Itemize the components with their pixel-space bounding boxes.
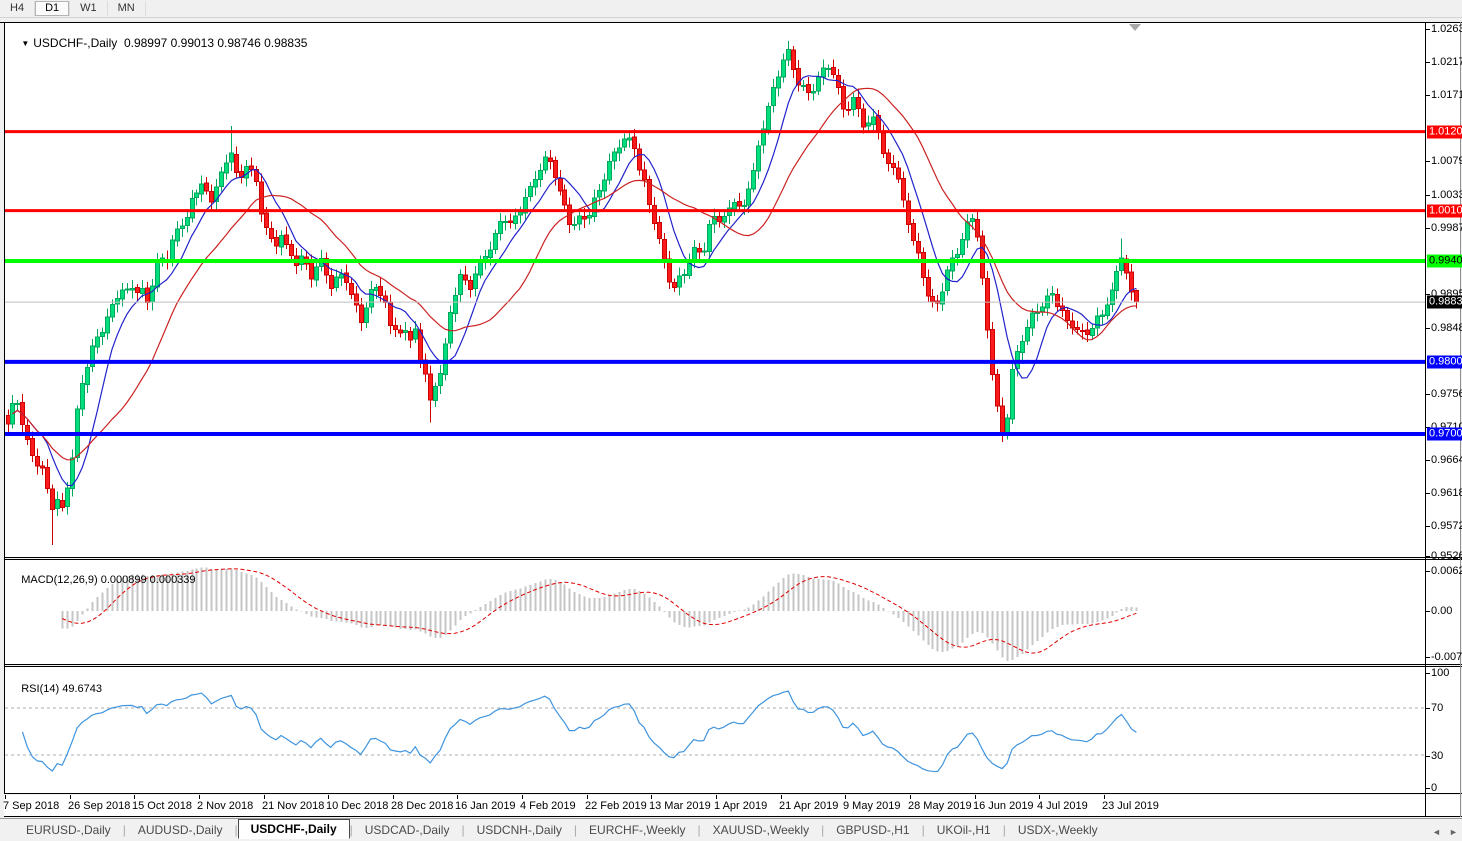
tab-separator: | [122, 823, 126, 837]
tab-separator: | [1002, 823, 1006, 837]
price-level-label: 1.01205 [1427, 125, 1462, 139]
rsi-axis-label: 100 [1431, 667, 1450, 679]
price-axis-label: 1.00790 [1431, 155, 1462, 167]
tab-eurusd-daily[interactable]: EURUSD-,Daily [26, 823, 111, 837]
date-axis-label: 4 Feb 2019 [520, 800, 576, 812]
tab-scroll-left-icon[interactable]: ◄ [1432, 827, 1441, 837]
date-axis-label: 7 Sep 2018 [3, 800, 60, 812]
date-axis-label: 4 Jul 2019 [1037, 800, 1088, 812]
date-axis-label: 28 Dec 2018 [391, 800, 454, 812]
tab-separator: | [573, 823, 578, 837]
current-price-label: 0.98835 [1427, 295, 1462, 309]
tab-separator: | [461, 823, 465, 837]
date-axis-label: 1 Apr 2019 [714, 800, 768, 812]
date-axis-label: 21 Apr 2019 [779, 800, 839, 812]
tab-ukoil-h1[interactable]: UKOil-,H1 [936, 823, 991, 837]
tab-eurchf-weekly[interactable]: EURCHF-,Weekly [589, 823, 686, 837]
tab-separator: | [921, 823, 925, 837]
tab-gbpusd-h1[interactable]: GBPUSD-,H1 [836, 823, 910, 837]
tab-usdcad-daily[interactable]: USDCAD-,Daily [364, 823, 450, 837]
price-level-label: 0.97001 [1427, 427, 1462, 441]
rsi-axis-label: 30 [1431, 750, 1444, 762]
date-axis-label: 9 May 2019 [843, 800, 901, 812]
tab-scroll-right-icon[interactable]: ► [1449, 827, 1458, 837]
date-axis-label: 2 Nov 2018 [197, 800, 254, 812]
timeframe-button-mn[interactable]: MN [108, 1, 146, 16]
timeframe-button-d1[interactable]: D1 [35, 1, 71, 16]
tab-audusd-daily[interactable]: AUDUSD-,Daily [137, 823, 223, 837]
price-level-label: 1.00106 [1427, 204, 1462, 218]
macd-values: 0.000899 0.000339 [100, 574, 196, 586]
rsi-axis-label: 70 [1431, 702, 1444, 714]
date-axis-label: 16 Jun 2019 [973, 800, 1034, 812]
date-axis-label: 15 Oct 2018 [132, 800, 192, 812]
timeframe-button-h4[interactable]: H4 [0, 1, 36, 16]
macd-indicator-label: MACD(12,26,9) 0.000899 0.000339 [21, 574, 196, 586]
macd-axis-label: -0.00762 [1431, 651, 1462, 663]
chart-shift-marker-icon[interactable] [1129, 24, 1141, 31]
tab-usdcnh-daily[interactable]: USDCNH-,Daily [476, 823, 562, 837]
date-axis[interactable] [4, 795, 1425, 816]
tab-separator: | [349, 823, 353, 837]
tab-usdchf-daily[interactable]: USDCHF-,Daily [237, 819, 350, 839]
date-axis-label: 22 Feb 2019 [585, 800, 647, 812]
date-axis-label: 28 May 2019 [908, 800, 972, 812]
price-axis-label: 1.01710 [1431, 89, 1462, 101]
date-axis-label: 26 Sep 2018 [68, 800, 131, 812]
timeframe-button-w1[interactable]: W1 [70, 1, 108, 16]
date-axis-label: 10 Dec 2018 [326, 800, 389, 812]
date-axis-label: 16 Jan 2019 [455, 800, 516, 812]
chart-tab-bar: EURUSD-,Daily | AUDUSD-,Daily | USDCHF-,Dail… [0, 818, 1462, 841]
macd-axis-label: 0.00 [1431, 605, 1453, 617]
rsi-value: 49.6743 [62, 683, 102, 695]
chart-title: ▼ USDCHF-,Daily 0.98997 0.99013 0.98746 0… [8, 25, 307, 62]
tab-separator: | [821, 823, 825, 837]
date-axis-label: 21 Nov 2018 [262, 800, 325, 812]
price-axis-label: 1.02170 [1431, 56, 1462, 68]
tab-separator: | [697, 823, 701, 837]
price-axis-label: 0.95260 [1431, 550, 1462, 562]
chart-ohlc-values: 0.98997 0.99013 0.98746 0.98835 [123, 36, 308, 50]
tab-usdx-weekly[interactable]: USDX-,Weekly [1017, 823, 1098, 837]
tab-separator: | [234, 823, 238, 837]
tab-xauusd-weekly[interactable]: XAUUSD-,Weekly [712, 823, 810, 837]
date-axis-label: 23 Jul 2019 [1102, 800, 1159, 812]
timeframe-toolbar: H4 D1 W1 MN [0, 0, 1462, 18]
price-axis-label: 1.02630 [1431, 23, 1462, 35]
macd-axis-label: 0.006286 [1431, 565, 1462, 577]
price-axis[interactable] [1427, 22, 1462, 794]
chart-symbol-label: USDCHF-,Daily [33, 36, 118, 50]
price-level-label: 0.98004 [1427, 355, 1462, 369]
price-level-label: 0.99406 [1427, 254, 1462, 268]
date-axis-label: 13 Mar 2019 [649, 800, 711, 812]
rsi-axis-label: 0 [1431, 782, 1438, 794]
rsi-indicator-label: RSI(14) 49.6743 [21, 683, 102, 695]
symbol-dropdown-icon[interactable]: ▼ [21, 39, 30, 48]
